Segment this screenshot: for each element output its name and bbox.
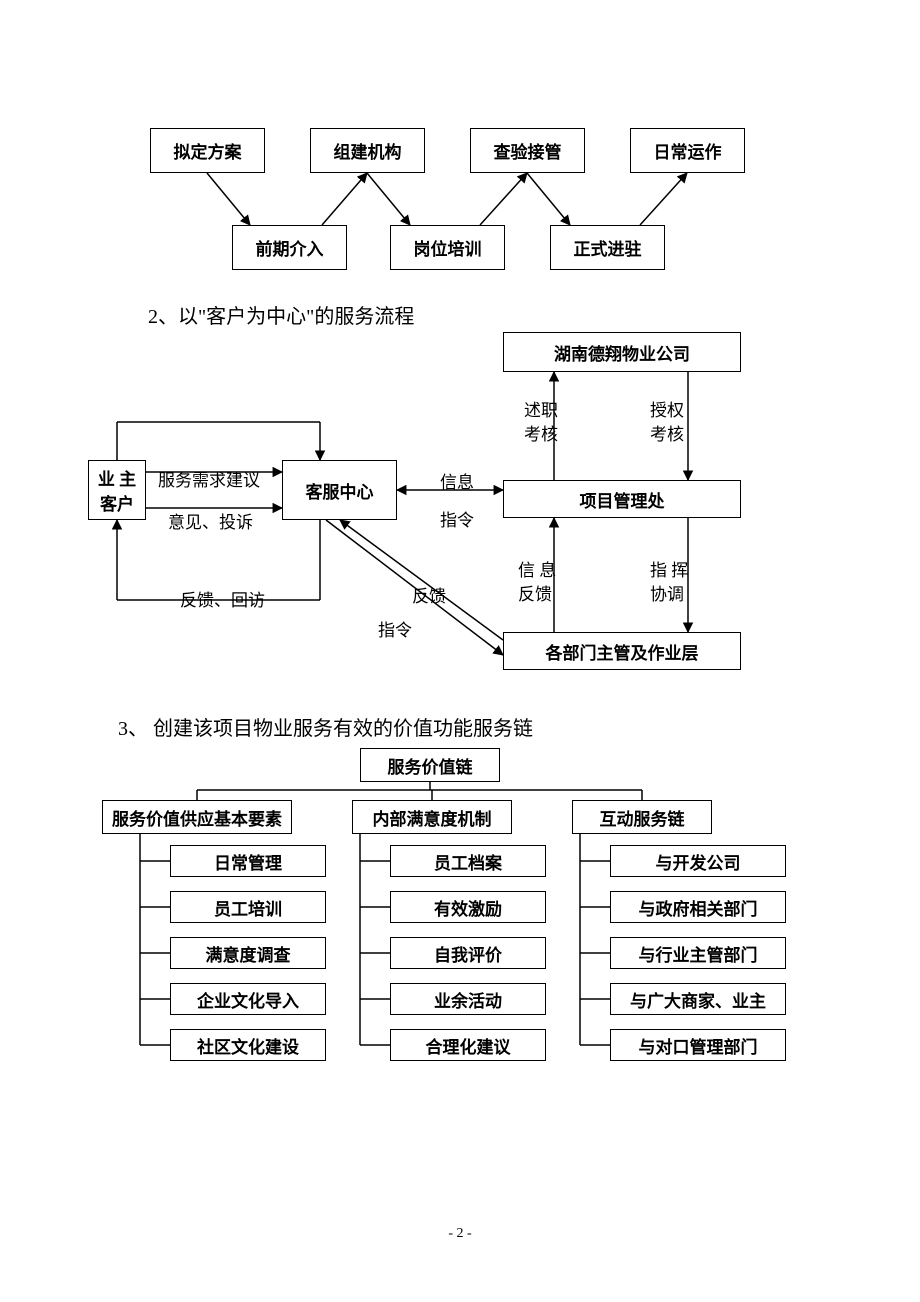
s3-item-box: 社区文化建设 <box>170 1029 326 1061</box>
s1-top-box: 组建机构 <box>310 128 425 173</box>
s1-bottom-box: 岗位培训 <box>390 225 505 270</box>
edge-label: 指令 <box>378 616 412 641</box>
page-number: - 2 - <box>0 1226 920 1242</box>
s3-item-box: 与开发公司 <box>610 845 786 877</box>
edge-label: 考核 <box>524 420 558 445</box>
s3-item-box: 有效激励 <box>390 891 546 923</box>
s2-box: 业 主 客户 <box>88 460 146 520</box>
s3-root-box: 服务价值链 <box>360 748 500 782</box>
edge-label: 协调 <box>650 580 684 605</box>
s2-box: 项目管理处 <box>503 480 741 518</box>
s3-branch-box: 互动服务链 <box>572 800 712 834</box>
s1-bottom-box: 前期介入 <box>232 225 347 270</box>
s3-item-box: 企业文化导入 <box>170 983 326 1015</box>
edge-label: 信 息 <box>518 556 556 581</box>
edge-label: 指令 <box>440 506 474 531</box>
s1-top-box: 日常运作 <box>630 128 745 173</box>
s1-top-box: 查验接管 <box>470 128 585 173</box>
edge-label: 服务需求建议 <box>158 466 260 491</box>
s3-branch-box: 内部满意度机制 <box>352 800 512 834</box>
s3-item-box: 合理化建议 <box>390 1029 546 1061</box>
connector-layer <box>0 0 920 1302</box>
edge-label: 指 挥 <box>650 556 688 581</box>
section3-heading: 3、 创建该项目物业服务有效的价值功能服务链 <box>118 712 533 741</box>
s3-item-box: 员工档案 <box>390 845 546 877</box>
s2-box: 各部门主管及作业层 <box>503 632 741 670</box>
edge-label: 考核 <box>650 420 684 445</box>
edge-label: 信息 <box>440 468 474 493</box>
document-page: 拟定方案组建机构查验接管日常运作前期介入岗位培训正式进驻湖南德翔物业公司业 主 … <box>0 0 920 1302</box>
edge-label: 反馈、回访 <box>180 586 265 611</box>
edge-label: 授权 <box>650 396 684 421</box>
s3-item-box: 与政府相关部门 <box>610 891 786 923</box>
edge-label: 意见、投诉 <box>168 508 253 533</box>
s3-item-box: 员工培训 <box>170 891 326 923</box>
s2-box: 客服中心 <box>282 460 397 520</box>
section2-heading: 2、以"客户为中心"的服务流程 <box>148 300 414 329</box>
s3-item-box: 自我评价 <box>390 937 546 969</box>
s2-box: 湖南德翔物业公司 <box>503 332 741 372</box>
s3-branch-box: 服务价值供应基本要素 <box>102 800 292 834</box>
edge-label: 述职 <box>524 396 558 421</box>
edge-label: 反馈 <box>412 582 446 607</box>
s3-item-box: 与广大商家、业主 <box>610 983 786 1015</box>
s3-item-box: 与行业主管部门 <box>610 937 786 969</box>
s1-top-box: 拟定方案 <box>150 128 265 173</box>
edge-label: 反馈 <box>518 580 552 605</box>
s1-bottom-box: 正式进驻 <box>550 225 665 270</box>
s3-item-box: 满意度调查 <box>170 937 326 969</box>
s3-item-box: 业余活动 <box>390 983 546 1015</box>
s3-item-box: 与对口管理部门 <box>610 1029 786 1061</box>
s3-item-box: 日常管理 <box>170 845 326 877</box>
